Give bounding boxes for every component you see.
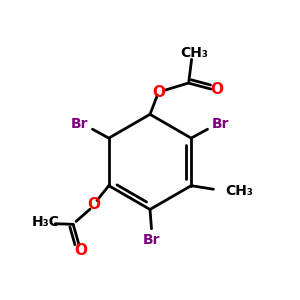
Text: H₃C: H₃C <box>32 215 59 229</box>
Text: Br: Br <box>211 116 229 130</box>
Text: O: O <box>74 243 87 258</box>
Text: CH₃: CH₃ <box>225 184 253 198</box>
Text: O: O <box>88 197 100 212</box>
Text: CH₃: CH₃ <box>181 46 208 59</box>
Text: Br: Br <box>71 116 89 130</box>
Text: O: O <box>152 85 165 100</box>
Text: O: O <box>210 82 223 97</box>
Text: Br: Br <box>143 233 160 247</box>
